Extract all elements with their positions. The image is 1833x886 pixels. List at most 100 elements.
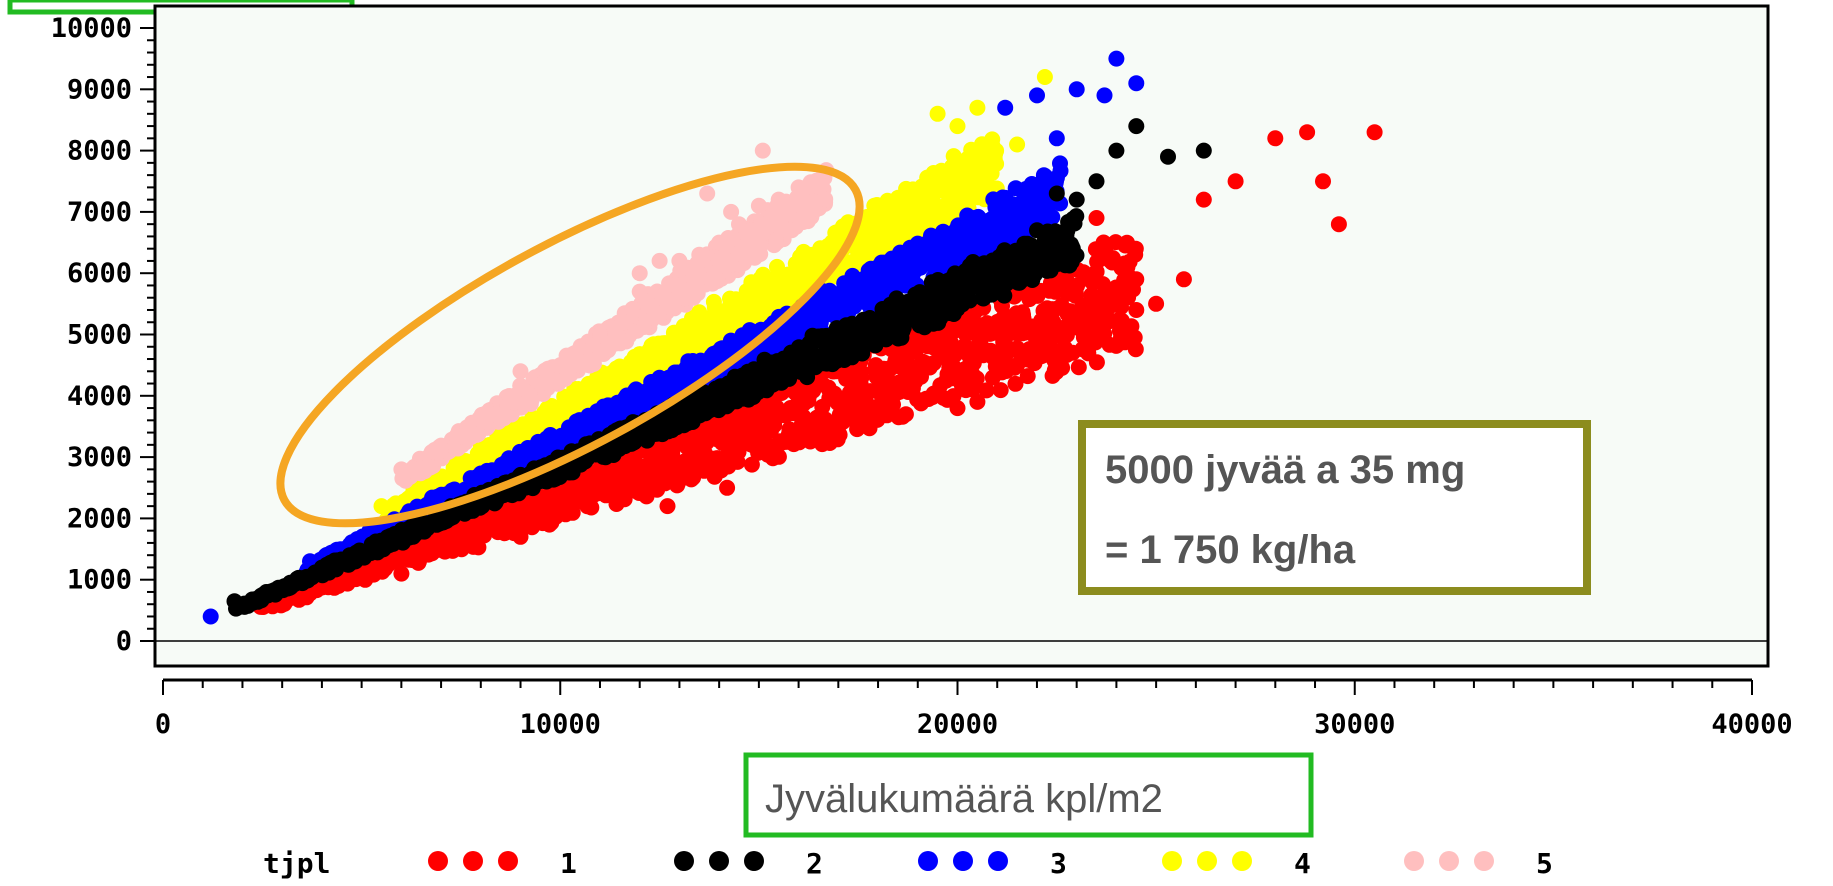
series-1-point (985, 370, 1001, 386)
series-1-point (786, 429, 802, 445)
series-3-point (203, 609, 219, 625)
series-1-point (1315, 173, 1331, 189)
series-2-point (1061, 219, 1077, 235)
series-1-point (669, 477, 685, 493)
series-4-point (623, 354, 639, 370)
series-1-point (529, 511, 545, 527)
series-4-point (969, 100, 985, 116)
series-1-point (587, 485, 603, 501)
series-1-point (660, 498, 676, 514)
series-1-point (1128, 341, 1144, 357)
series-4-point (851, 244, 867, 260)
series-5-point (463, 429, 479, 445)
x-tick-label: 30000 (1314, 709, 1395, 740)
series-5-point (485, 406, 501, 422)
y-tick-label: 9000 (67, 74, 132, 105)
series-1-point (1128, 302, 1144, 318)
series-1-point (967, 342, 983, 358)
y-tick-label: 3000 (67, 442, 132, 473)
series-1-point (1128, 271, 1144, 287)
series-1-point (716, 424, 732, 440)
series-5-point (417, 463, 433, 479)
y-tick-label: 0 (116, 626, 132, 657)
series-1-point (1049, 344, 1065, 360)
series-4-point (887, 195, 903, 211)
series-1-point (926, 386, 942, 402)
y-tick-label: 6000 (67, 258, 132, 289)
series-1-point (1065, 279, 1081, 295)
series-5-point (691, 247, 707, 263)
series-4-point (674, 334, 690, 350)
series-4-point (691, 304, 707, 320)
series-3-point (927, 243, 943, 259)
series-1-point (1045, 320, 1061, 336)
series-1-point (898, 406, 914, 422)
y-tick-label: 4000 (67, 381, 132, 412)
series-5-point (393, 461, 409, 477)
series-3-point (1052, 155, 1068, 171)
series-5-point (646, 304, 662, 320)
series-1-point (893, 359, 909, 375)
series-5-point (433, 443, 449, 459)
series-4-point (388, 495, 404, 511)
series-4-point (818, 248, 834, 264)
series-5-point (784, 222, 800, 238)
series-1-point (667, 452, 683, 468)
series-2-point (862, 310, 878, 326)
series-4-point (970, 165, 986, 181)
series-5-point (664, 293, 680, 309)
series-1-point (651, 463, 667, 479)
series-1-point (947, 323, 963, 339)
series-3-point (1020, 204, 1036, 220)
series-4-point (889, 214, 905, 230)
series-1-point (489, 523, 505, 539)
series-1-point (539, 498, 555, 514)
series-1-point (1102, 337, 1118, 353)
series-3-point (984, 213, 1000, 229)
series-4-point (950, 118, 966, 134)
series-3-point (548, 433, 564, 449)
series-1-point (738, 417, 754, 433)
series-1-point (1299, 124, 1315, 140)
series-3-point (1069, 81, 1085, 97)
x-tick-label: 10000 (520, 709, 601, 740)
series-1-point (1044, 301, 1060, 317)
series-1-point (374, 564, 390, 580)
series-3-point (880, 259, 896, 275)
series-3-point (1097, 87, 1113, 103)
series-4-point (796, 244, 812, 260)
series-4-point (745, 282, 761, 298)
series-1-point (1128, 241, 1144, 257)
series-1-point (868, 357, 884, 373)
series-3-point (659, 380, 675, 396)
series-4-point (940, 166, 956, 182)
series-1-point (1009, 357, 1025, 373)
series-4-point (749, 296, 765, 312)
series-4-point (937, 206, 953, 222)
series-1-point (1005, 320, 1021, 336)
series-5-point (711, 235, 727, 251)
series-3-point (841, 277, 857, 293)
y-tick-label: 2000 (67, 503, 132, 534)
series-3-point (999, 228, 1015, 244)
series-3-point (672, 367, 688, 383)
series-2-point (975, 291, 991, 307)
series-1-point (1089, 210, 1105, 226)
series-3-point (1128, 75, 1144, 91)
series-1-point (1071, 303, 1087, 319)
series-5-point (552, 357, 568, 373)
series-1-point (834, 402, 850, 418)
series-5-point (632, 284, 648, 300)
series-4-point (914, 178, 930, 194)
series-1-point (847, 381, 863, 397)
y-tick-label: 5000 (67, 320, 132, 351)
series-1-point (636, 479, 652, 495)
series-1-point (986, 320, 1002, 336)
series-4-point (1009, 137, 1025, 153)
series-2-point (844, 349, 860, 365)
series-1-point (790, 384, 806, 400)
series-2-point (995, 246, 1011, 262)
series-3-point (1049, 130, 1065, 146)
series-4-point (655, 335, 671, 351)
